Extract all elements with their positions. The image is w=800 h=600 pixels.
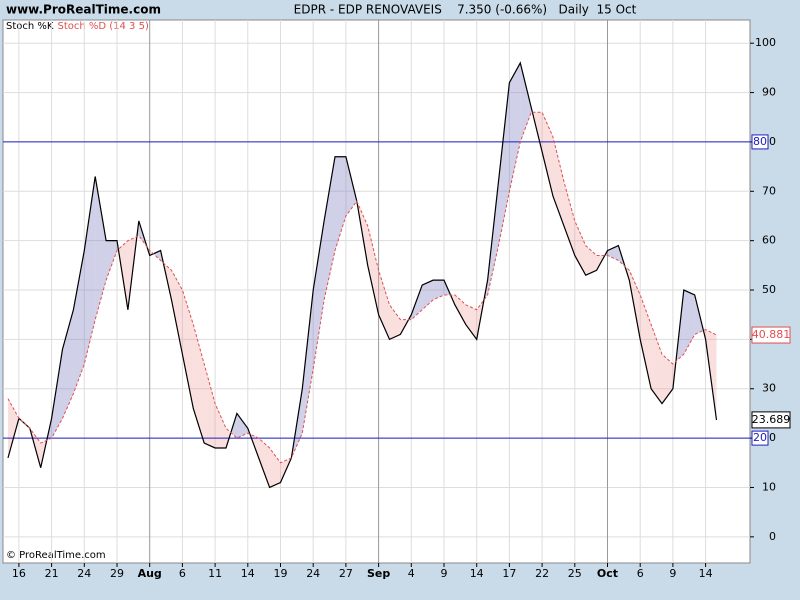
- fill-area: [84, 176, 96, 365]
- x-tick-label: 21: [45, 567, 59, 580]
- fill-area: [607, 245, 619, 261]
- fill-area: [367, 225, 379, 315]
- reference-label-box: [751, 430, 769, 446]
- fill-area: [662, 354, 673, 404]
- fill-area: [563, 181, 575, 256]
- fill-area: [335, 156, 346, 251]
- x-tick-label: 25: [568, 567, 582, 580]
- fill-area: [520, 62, 532, 142]
- x-tick-label: 29: [110, 567, 124, 580]
- fill-area: [651, 324, 662, 404]
- x-tick-label: 14: [470, 567, 484, 580]
- fill-area: [62, 309, 74, 419]
- fill-area: [585, 245, 597, 276]
- x-tick-label: 14: [699, 567, 713, 580]
- x-tick-label: 27: [339, 567, 353, 580]
- fill-area: [389, 304, 401, 340]
- last-value-label: 40.881: [752, 328, 791, 341]
- fill-area: [509, 62, 521, 192]
- fill-area: [258, 438, 270, 488]
- y-tick-label: 90: [762, 86, 776, 99]
- fill-area: [204, 364, 216, 448]
- x-tick-label: 19: [274, 567, 288, 580]
- fill-area: [236, 413, 248, 439]
- fill-area: [422, 280, 434, 310]
- fill-area: [73, 250, 85, 394]
- fill-area: [269, 447, 281, 488]
- y-tick-label: 100: [755, 36, 776, 49]
- x-tick-label: 24: [306, 567, 320, 580]
- fill-area: [106, 240, 117, 281]
- series-line: [7, 111, 717, 464]
- x-tick-label: 4: [408, 567, 415, 580]
- chart-title: EDPR - EDP RENOVAVEIS 7.350 (-0.66%) Dai…: [294, 3, 637, 17]
- x-tick-label: 11: [208, 567, 222, 580]
- copyright: © ProRealTime.com: [6, 550, 106, 561]
- reference-label: 80: [753, 135, 767, 148]
- reference-label-box: [751, 134, 769, 150]
- last-value-label: 23.689: [752, 413, 791, 426]
- fill-area: [8, 398, 19, 458]
- x-tick-label: Sep: [367, 567, 390, 580]
- x-tick-label: Aug: [138, 567, 162, 580]
- x-tick-label: 9: [441, 567, 448, 580]
- fill-area: [454, 294, 466, 325]
- x-tick-label: 6: [637, 567, 644, 580]
- fill-area: [378, 270, 390, 340]
- y-tick-label: 70: [762, 184, 776, 197]
- fill-area: [574, 220, 586, 276]
- fill-area: [313, 220, 325, 370]
- y-tick-label: 30: [762, 382, 776, 395]
- fill-area: [324, 156, 335, 300]
- fill-area: [433, 280, 444, 300]
- y-tick-label: 10: [762, 480, 776, 493]
- x-tick-label: 17: [502, 567, 516, 580]
- fill-area: [95, 176, 107, 320]
- x-tick-label: 22: [535, 567, 549, 580]
- fill-area: [542, 112, 553, 197]
- x-tick-label: 14: [241, 567, 255, 580]
- last-value-box: [751, 411, 791, 429]
- series-line: [7, 61, 718, 489]
- legend-entry: Stoch %D (14 3 5): [57, 21, 148, 32]
- x-tick-label: 16: [12, 567, 26, 580]
- y-tick-label: 60: [762, 234, 776, 247]
- fill-area: [182, 290, 194, 409]
- legend: Stoch %K Stoch %D (14 3 5): [6, 21, 149, 32]
- fill-area: [683, 290, 695, 355]
- x-tick-label: 9: [669, 567, 676, 580]
- fill-area: [345, 156, 357, 216]
- fill-area: [302, 290, 314, 434]
- fill-area: [193, 324, 205, 444]
- reference-label: 20: [753, 431, 767, 444]
- fill-area: [465, 304, 477, 340]
- legend-entry: Stoch %K: [6, 21, 54, 32]
- y-tick-label: 50: [762, 283, 776, 296]
- y-tick-label: 0: [769, 530, 776, 543]
- plot-area: [2, 19, 751, 564]
- last-value-box: [751, 326, 791, 344]
- fill-area: [171, 270, 183, 355]
- x-tick-label: 24: [77, 567, 91, 580]
- fill-area: [553, 136, 564, 226]
- fill-area: [640, 294, 652, 389]
- x-tick-label: 6: [179, 567, 186, 580]
- fill-area: [215, 403, 226, 448]
- fill-area: [51, 349, 63, 439]
- watermark: www.ProRealTime.com: [6, 3, 161, 17]
- x-tick-label: Oct: [597, 567, 618, 580]
